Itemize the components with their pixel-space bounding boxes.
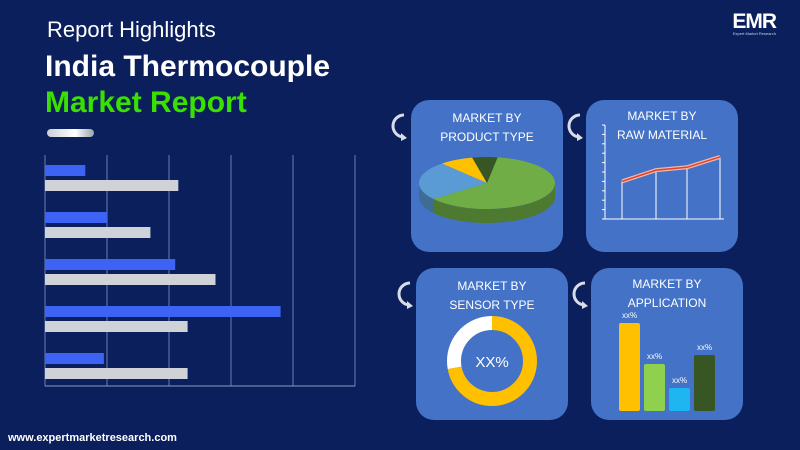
report-title-line1: India Thermocouple <box>45 50 331 83</box>
pie-slice <box>419 163 487 199</box>
line-series <box>621 156 721 183</box>
circular-arrow-icon <box>567 113 583 141</box>
bar <box>619 323 640 411</box>
pie-chart <box>419 157 555 223</box>
bar-label: xx% <box>622 311 637 320</box>
card-raw-material-line1: MARKET BY <box>627 109 697 123</box>
bar-blue <box>45 165 86 176</box>
card-product-type: MARKET BY PRODUCT TYPE <box>411 100 563 252</box>
card-sensor-type: MARKET BY SENSOR TYPE XX% <box>416 268 568 420</box>
card-application: MARKET BY APPLICATION xx% xx% xx% xx% <box>591 268 743 420</box>
card-sensor-type-line1: MARKET BY <box>457 279 527 293</box>
card-sensor-type-line2: SENSOR TYPE <box>449 298 535 312</box>
bar <box>644 364 665 411</box>
card-product-type-line2: PRODUCT TYPE <box>440 130 534 144</box>
card-product-type-line1: MARKET BY <box>452 111 522 125</box>
bar-blue <box>45 212 107 223</box>
bar <box>669 388 690 411</box>
bar-label: xx% <box>647 352 662 361</box>
bar <box>694 355 715 411</box>
bar-gray <box>45 368 188 379</box>
circular-arrow-icon <box>397 281 413 309</box>
card-application-line1: MARKET BY <box>632 277 702 291</box>
bar-gray <box>45 180 179 191</box>
emr-logo[interactable]: EMR Expert Market Research <box>732 10 777 36</box>
circular-arrow-icon <box>391 113 407 141</box>
bar-blue <box>45 353 104 364</box>
bar-label: xx% <box>697 343 712 352</box>
card-raw-material: MARKET BY RAW MATERIAL <box>586 100 738 252</box>
pie-slice <box>472 157 498 183</box>
bar-label: xx% <box>672 376 687 385</box>
website-url[interactable]: www.expertmarketresearch.com <box>8 432 177 444</box>
decorative-pill <box>47 129 94 137</box>
donut-center-label: XX% <box>475 354 508 371</box>
vertical-bar-chart: xx% xx% xx% xx% <box>619 311 715 411</box>
report-title-line2: Market Report <box>45 86 247 119</box>
bar-gray <box>45 274 216 285</box>
card-raw-material-line2: RAW MATERIAL <box>616 128 707 142</box>
horizontal-bar-chart <box>44 155 356 387</box>
donut-chart: XX% <box>447 316 537 406</box>
bar-gray <box>45 227 151 238</box>
pie-slice <box>442 157 487 183</box>
bar-blue <box>45 306 281 317</box>
pie-slice-side <box>433 182 555 223</box>
donut-segment <box>447 316 537 406</box>
pie-slice <box>433 157 555 209</box>
logo-text: EMR <box>732 10 777 33</box>
line-chart <box>602 124 724 220</box>
pie-slice-side <box>419 183 434 213</box>
report-highlights-label: Report Highlights <box>47 17 216 42</box>
circular-arrow-icon <box>572 281 588 309</box>
card-application-line2: APPLICATION <box>627 296 707 310</box>
logo-tagline: Expert Market Research <box>732 31 776 36</box>
bar-blue <box>45 259 176 270</box>
bar-gray <box>45 321 188 332</box>
